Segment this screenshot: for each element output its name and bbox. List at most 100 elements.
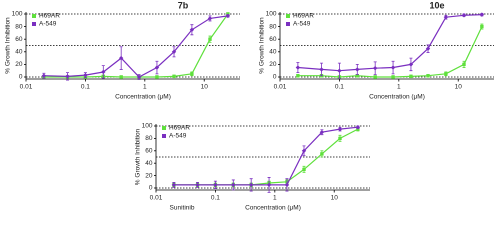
data-point xyxy=(479,12,485,17)
legend-swatch xyxy=(162,134,166,138)
data-point xyxy=(284,182,290,188)
data-point xyxy=(443,14,449,20)
data-point xyxy=(338,136,342,141)
x-axis-label: Concentration (μM) xyxy=(245,205,301,212)
data-point xyxy=(171,182,177,188)
data-point xyxy=(207,16,213,21)
data-point xyxy=(118,55,124,61)
data-point xyxy=(154,65,160,70)
x-tick-label: 0.01 xyxy=(150,195,163,202)
y-tick-label: 0 xyxy=(19,74,23,81)
data-point xyxy=(172,74,176,79)
legend-label: A-549 xyxy=(39,21,57,28)
y-tick-label: 20 xyxy=(269,61,277,68)
data-point xyxy=(355,125,361,130)
y-tick-label: 20 xyxy=(15,61,23,68)
series-line xyxy=(43,15,228,78)
data-point xyxy=(355,67,360,72)
legend-label: H69AR xyxy=(39,13,60,20)
data-point xyxy=(480,24,484,29)
data-point xyxy=(83,72,88,78)
data-point xyxy=(319,130,325,135)
x-tick-label: 10 xyxy=(331,195,339,202)
data-point xyxy=(301,148,307,153)
annotation: Sunitinib xyxy=(170,205,195,212)
data-point xyxy=(248,182,254,188)
data-point xyxy=(355,74,359,78)
y-tick-label: 60 xyxy=(269,36,277,43)
y-axis-label: % Growth Inhibition xyxy=(259,17,266,74)
data-point xyxy=(426,74,430,78)
x-tick-label: 0.1 xyxy=(335,84,344,91)
chart-title: 7b xyxy=(178,0,189,10)
data-point xyxy=(136,74,142,80)
data-point xyxy=(425,46,431,51)
x-tick-label: 0.01 xyxy=(274,84,287,91)
data-point xyxy=(373,75,377,79)
data-point xyxy=(189,27,195,32)
data-point xyxy=(462,62,466,67)
data-point xyxy=(337,68,342,73)
data-point xyxy=(119,75,123,79)
data-point xyxy=(101,69,106,75)
y-tick-label: 40 xyxy=(15,49,23,56)
data-point xyxy=(231,182,236,188)
x-tick-label: 1 xyxy=(143,84,147,91)
data-point xyxy=(296,74,300,78)
data-point xyxy=(195,182,200,188)
data-point xyxy=(444,72,448,76)
data-point xyxy=(391,75,395,79)
y-tick-label: 20 xyxy=(145,172,153,179)
x-axis-label: Concentration (μM) xyxy=(369,94,425,101)
x-tick-label: 1 xyxy=(397,84,401,91)
y-tick-label: 60 xyxy=(145,148,153,155)
data-point xyxy=(319,67,324,72)
data-point xyxy=(155,75,159,79)
x-tick-label: 10 xyxy=(201,84,209,91)
data-point xyxy=(41,73,47,78)
data-point xyxy=(190,72,194,76)
data-point xyxy=(65,74,70,79)
data-point xyxy=(171,49,177,54)
x-axis-label: Concentration (μM) xyxy=(115,94,171,101)
legend-swatch xyxy=(162,126,166,130)
y-tick-label: 100 xyxy=(266,11,277,18)
y-tick-label: 80 xyxy=(15,23,23,30)
series-line xyxy=(297,14,482,72)
legend-label: H69AR xyxy=(293,13,314,20)
legend-label: A-549 xyxy=(293,21,311,28)
page: {"chart_data": [ {"type": "line", "title… xyxy=(4,0,494,212)
y-tick-label: 0 xyxy=(149,185,153,192)
data-point xyxy=(390,65,396,70)
data-point xyxy=(408,62,414,67)
series-line xyxy=(173,126,358,186)
y-tick-label: 80 xyxy=(269,23,277,30)
legend-label: H69AR xyxy=(169,125,190,132)
legend-swatch xyxy=(286,22,290,26)
y-tick-label: 40 xyxy=(145,160,153,167)
x-tick-label: 0.1 xyxy=(211,195,220,202)
data-point xyxy=(302,167,306,172)
x-tick-label: 0.01 xyxy=(20,84,33,91)
y-tick-label: 100 xyxy=(142,123,153,130)
y-tick-label: 100 xyxy=(12,11,23,18)
legend-label: A-549 xyxy=(169,133,187,140)
data-point xyxy=(337,126,343,132)
y-tick-label: 40 xyxy=(269,49,277,56)
y-tick-label: 0 xyxy=(273,74,277,81)
y-axis-label: % Growth Inhibition xyxy=(135,128,142,185)
data-point xyxy=(372,65,378,71)
data-point xyxy=(409,74,413,79)
data-point xyxy=(320,152,324,156)
y-tick-label: 80 xyxy=(145,135,153,142)
chart-title: 10e xyxy=(429,0,444,10)
data-point xyxy=(461,13,467,18)
data-point xyxy=(213,182,218,188)
x-tick-label: 10 xyxy=(455,84,463,91)
data-point xyxy=(225,13,231,19)
data-point xyxy=(208,37,212,41)
legend-swatch xyxy=(32,22,36,26)
x-tick-label: 0.1 xyxy=(81,84,90,91)
data-point xyxy=(266,182,272,188)
